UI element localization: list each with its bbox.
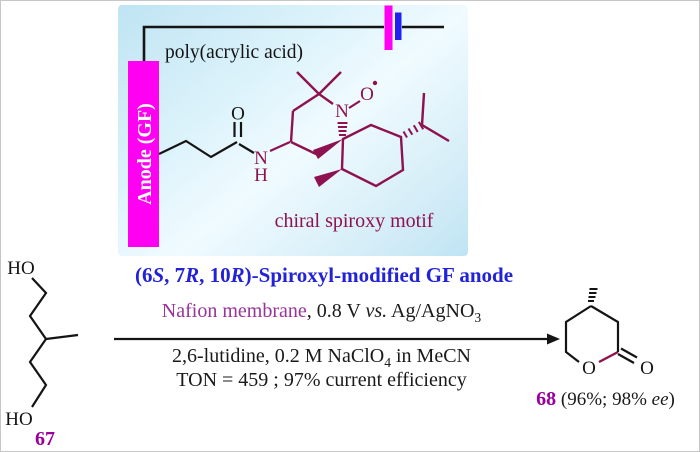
nitroxide-n-label: N: [335, 101, 349, 122]
substrate-oh-bottom: HO: [5, 409, 32, 430]
heading-part: , 10: [199, 263, 231, 287]
substrate-number: 67: [35, 428, 55, 450]
vs-text: vs.: [365, 300, 388, 322]
reference-electrode-text: Ag/AgNO: [387, 300, 475, 322]
substrate-oh-top: HO: [7, 258, 34, 279]
ee-text: ee: [651, 389, 669, 410]
heading-part: (6: [134, 263, 153, 287]
subscript-4: 4: [384, 355, 391, 370]
heading-line: (6S, 7R, 10R)-Spiroxyl-modified GF anode: [64, 263, 584, 288]
hashed-bond-n-spiro: [337, 122, 348, 136]
linker-chain: O N H: [158, 104, 291, 186]
product-yield-close: ): [668, 389, 675, 410]
amide-n-label: N: [254, 148, 268, 169]
battery-icon: [384, 5, 402, 50]
bold-wedge-methyl: [314, 169, 342, 187]
radical-dot: [372, 80, 378, 86]
voltage-text: , 0.8 V: [306, 300, 366, 322]
amide-h-label: H: [254, 165, 268, 186]
solvent-text: in MeCN: [391, 345, 471, 367]
substrate-structure: HO HO: [5, 258, 79, 430]
product-structure: O O: [564, 288, 654, 379]
amide-o-label: O: [231, 104, 245, 125]
nafion-membrane-text: Nafion membrane: [161, 300, 307, 322]
heading-part: , 7: [164, 263, 186, 287]
conditions-line-3: TON = 459 ; 97% current efficiency: [176, 369, 467, 391]
hashed-methyl-product: [588, 288, 598, 302]
polymer-label: poly(acrylic acid): [165, 42, 304, 63]
conditions-line-1: Nafion membrane, 0.8 V vs. Ag/AgNO3: [99, 300, 544, 326]
heading-stereo-s: S: [152, 263, 165, 287]
product-number: 68: [536, 388, 557, 410]
heading-part: )-Spiroxyl-modified GF anode: [244, 263, 514, 287]
anode-label: Anode (GF): [134, 103, 156, 205]
product-ring-o: O: [582, 358, 596, 379]
cyclohexane-ring: [340, 123, 405, 188]
anode-bar: Anode (GF): [128, 61, 159, 247]
product-carbonyl-o: O: [640, 358, 654, 379]
spiroxyl-structure: N O: [289, 71, 450, 188]
hashed-bond-isopropyl: [402, 121, 425, 139]
subscript-3: 3: [474, 310, 482, 325]
nitroxide-o-label: O: [360, 84, 374, 105]
heading-stereo-r1: R: [185, 263, 200, 287]
conditions-line-2: 2,6-lutidine, 0.2 M NaClO4 in MeCN: [99, 345, 544, 371]
bold-wedge-spiro: [313, 139, 343, 159]
electrolyte-text: 2,6-lutidine, 0.2 M NaClO: [171, 345, 385, 367]
product-label: 68 (96%; 98% ee): [513, 388, 698, 411]
motif-label: chiral spiroxy motif: [274, 210, 434, 232]
circuit-wires: [142, 25, 444, 62]
reaction-arrow: [114, 333, 560, 345]
product-yield: (96%; 98%: [556, 389, 652, 410]
heading-stereo-r2: R: [230, 263, 245, 287]
